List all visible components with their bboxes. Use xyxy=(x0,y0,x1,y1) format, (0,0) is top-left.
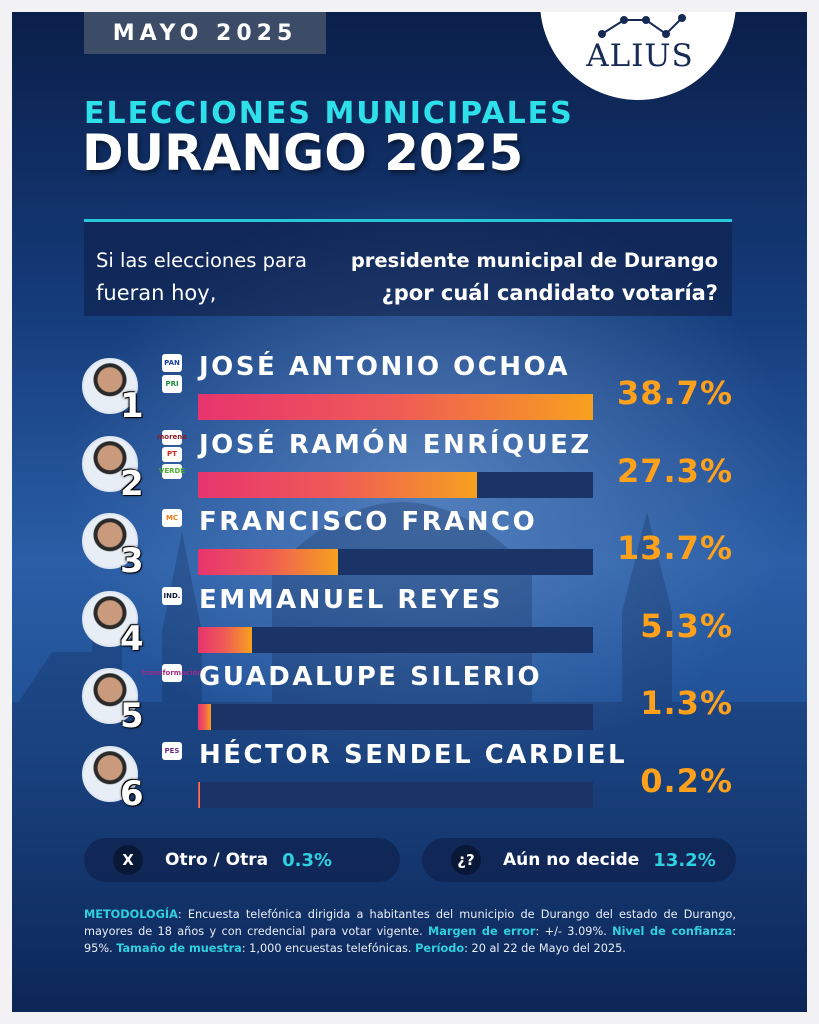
candidate-rank: 3 xyxy=(120,541,144,581)
question-line-1: Si las elecciones para presidente munici… xyxy=(96,244,718,277)
candidate-percentage: 0.2% xyxy=(640,761,733,800)
bar-track xyxy=(198,626,593,653)
candidate-rank: 5 xyxy=(120,696,144,736)
poll-poster: MAYO 2025 ALIUS ELECCIONES MUNICIPALES D… xyxy=(12,12,807,1012)
bar-track xyxy=(198,471,593,498)
methodology-key: METODOLOGÍA xyxy=(84,908,178,921)
question-text: fueran hoy, xyxy=(96,281,217,305)
margin-text: : +/- 3.09%. xyxy=(535,925,613,938)
party-logo-icon: IND. xyxy=(162,586,182,605)
question-mark-icon: ¿? xyxy=(451,845,481,875)
candidate-bar xyxy=(198,394,593,420)
party-logo-icon: VERDE xyxy=(159,463,185,479)
sample-key: Tamaño de muestra xyxy=(116,942,242,955)
candidate-photo-avatar xyxy=(82,745,138,802)
question-text-bold: ¿por cuál candidato votaría? xyxy=(381,281,718,305)
candidate-percentage: 5.3% xyxy=(640,606,733,645)
candidate-percentage: 13.7% xyxy=(616,529,733,567)
candidate-row: 3 MC FRANCISCO FRANCO 13.7% xyxy=(12,507,807,587)
page-title: DURANGO 2025 xyxy=(82,124,524,182)
bar-track xyxy=(198,704,593,730)
candidate-bar xyxy=(198,549,338,575)
candidate-photo-avatar xyxy=(82,513,138,569)
party-logo-icon: PES xyxy=(162,741,182,760)
candidate-photo-avatar xyxy=(82,435,138,492)
candidate-name: EMMANUEL REYES xyxy=(199,584,503,615)
candidate-name: HÉCTOR SENDEL CARDIEL xyxy=(199,739,628,770)
party-logo-icon: transformación xyxy=(142,664,202,682)
candidate-bar xyxy=(198,471,477,498)
confidence-key: Nivel de confianza xyxy=(612,925,733,938)
candidate-name: FRANCISCO FRANCO xyxy=(199,507,538,537)
candidate-row: 1 PAN PRI JOSÉ ANTONIO OCHOA 38.7% xyxy=(12,352,807,432)
candidate-photo-avatar xyxy=(82,358,138,414)
candidate-name: JOSÉ RAMÓN ENRÍQUEZ xyxy=(199,429,592,460)
party-logo-icon: morena xyxy=(157,429,187,445)
candidate-row: 2 morena PT VERDE JOSÉ RAMÓN ENRÍQUEZ 27.3% xyxy=(12,429,807,510)
candidate-photo-avatar xyxy=(82,668,138,724)
question-line-2: fueran hoy, ¿por cuál candidato votaría? xyxy=(96,277,718,310)
survey-question: Si las elecciones para presidente munici… xyxy=(84,222,732,316)
candidate-percentage: 1.3% xyxy=(640,684,733,722)
candidate-bar xyxy=(198,626,253,653)
party-logo-icon: PRI xyxy=(162,375,182,393)
undecided-pill: ¿? Aún no decide 13.2% xyxy=(422,838,736,882)
candidate-rank: 1 xyxy=(120,386,144,426)
bar-track xyxy=(198,394,593,420)
party-logo-icon: PAN xyxy=(162,354,182,372)
date-label: MAYO 2025 xyxy=(84,12,326,54)
confidence-text: : 95%. xyxy=(84,925,736,955)
candidate-rank: 6 xyxy=(120,773,144,814)
period-key: Período xyxy=(415,942,465,955)
brand-name: ALIUS xyxy=(586,38,694,74)
undecided-value: 13.2% xyxy=(653,849,716,871)
other-candidate-pill: X Otro / Otra 0.3% xyxy=(84,838,400,882)
candidate-bar xyxy=(198,781,201,808)
other-value: 0.3% xyxy=(282,849,333,871)
other-label: Otro / Otra xyxy=(165,850,269,870)
methodology-note: METODOLOGÍA: Encuesta telefónica dirigid… xyxy=(84,906,736,957)
candidate-rank: 2 xyxy=(120,463,144,504)
period-text: : 20 al 22 de Mayo del 2025. xyxy=(464,942,626,955)
page-subtitle: ELECCIONES MUNICIPALES xyxy=(84,96,574,131)
party-logo-icon: MC xyxy=(162,509,182,527)
brand-chart-icon xyxy=(598,14,686,38)
bar-track xyxy=(198,549,593,575)
question-text: Si las elecciones para xyxy=(96,249,307,272)
sample-text: : 1,000 encuestas telefónicas. xyxy=(241,942,416,955)
candidate-row: 5 transformación GUADALUPE SILERIO 1.3% xyxy=(12,662,807,742)
close-x-icon: X xyxy=(113,845,143,875)
bar-track xyxy=(198,781,593,808)
question-text-bold: presidente municipal de Durango xyxy=(350,249,718,272)
candidate-percentage: 27.3% xyxy=(616,451,733,490)
undecided-label: Aún no decide xyxy=(503,850,640,870)
margin-key: Margen de error xyxy=(428,925,536,938)
candidate-bar xyxy=(198,704,212,730)
candidate-photo-avatar xyxy=(82,590,138,647)
party-logo-icon: PT xyxy=(162,446,182,462)
title-divider xyxy=(84,219,732,222)
methodology-text: : Encuesta telefónica dirigida a habitan… xyxy=(84,908,736,938)
candidate-name: JOSÉ ANTONIO OCHOA xyxy=(199,352,571,382)
candidate-row: 6 PES HÉCTOR SENDEL CARDIEL 0.2% xyxy=(12,740,807,820)
candidate-rank: 4 xyxy=(120,618,144,659)
candidate-row: 4 IND. EMMANUEL REYES 5.3% xyxy=(12,585,807,665)
candidate-name: GUADALUPE SILERIO xyxy=(199,662,543,692)
candidate-percentage: 38.7% xyxy=(616,374,733,412)
